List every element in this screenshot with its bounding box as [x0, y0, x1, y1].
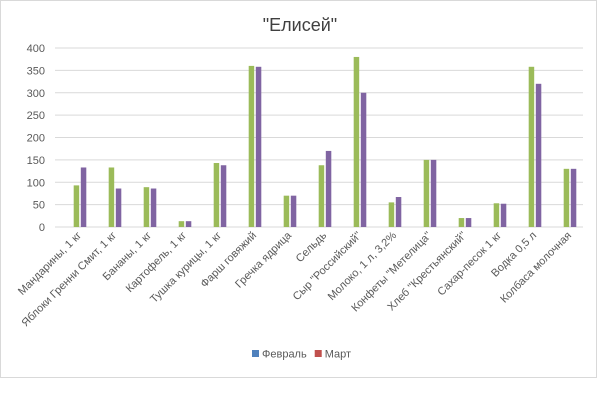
bar-mar — [80, 167, 87, 227]
bar-mar — [500, 203, 507, 227]
bar-feb — [458, 218, 465, 227]
bar-mar — [115, 188, 122, 227]
y-tick-label: 0 — [39, 222, 45, 234]
chart-frame — [0, 0, 597, 378]
bar-mar — [185, 221, 192, 227]
bar-mar — [535, 83, 542, 227]
bar-feb — [388, 202, 395, 227]
bar-mar — [290, 195, 297, 227]
bar-feb — [178, 221, 185, 227]
y-tick-label: 400 — [27, 43, 45, 55]
bar-mar — [360, 92, 367, 227]
bar-mar — [430, 159, 437, 227]
bar-feb — [73, 185, 80, 227]
y-tick-label: 150 — [27, 155, 45, 167]
y-tick-label: 50 — [33, 200, 45, 212]
bar-mar — [220, 165, 227, 227]
bar-feb — [248, 65, 255, 228]
legend-marker — [252, 350, 259, 357]
chart-title: "Елисей" — [263, 15, 337, 35]
bar-feb — [423, 159, 430, 227]
bar-mar — [150, 188, 157, 227]
bar-feb — [528, 66, 535, 227]
bar-mar — [325, 150, 332, 227]
bar-feb — [283, 195, 290, 227]
bar-mar — [465, 218, 472, 227]
bar-feb — [143, 187, 150, 227]
bar-feb — [493, 203, 500, 227]
bar-mar — [255, 66, 262, 227]
y-tick-label: 250 — [27, 110, 45, 122]
y-tick-label: 350 — [27, 65, 45, 77]
bar-mar — [570, 168, 577, 227]
legend-label: Февраль — [262, 349, 307, 361]
bar-feb — [353, 56, 360, 228]
legend-label: Март — [325, 349, 351, 361]
y-tick-label: 300 — [27, 88, 45, 100]
legend-marker — [314, 350, 322, 357]
bar-feb — [563, 168, 570, 227]
y-tick-label: 100 — [27, 177, 45, 189]
bar-feb — [213, 163, 220, 227]
bar-mar — [395, 197, 402, 227]
bar-feb — [108, 167, 115, 227]
bar-feb — [318, 165, 325, 227]
y-tick-label: 200 — [27, 133, 45, 145]
